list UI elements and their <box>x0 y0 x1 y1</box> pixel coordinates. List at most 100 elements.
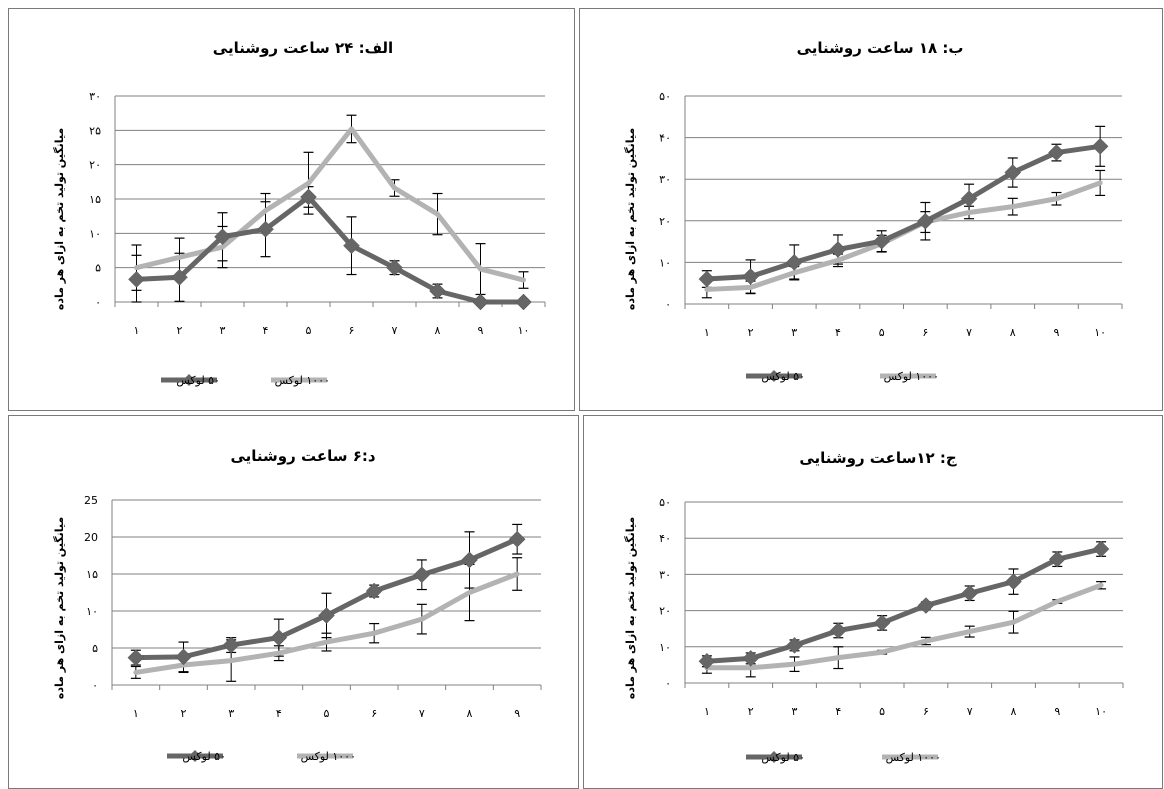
chart-svg-d: د:۶ ساعت روشنایی میانگین تولید تخم به از… <box>9 416 578 788</box>
x-tick-label: ۱ <box>704 705 710 718</box>
series-lines <box>707 549 1101 668</box>
x-tick-label: ۹ <box>478 324 484 337</box>
x-tick-label: ۶ <box>922 326 928 339</box>
x-tick-label: ۹ <box>514 707 520 720</box>
y-axis-label: میانگین تولید تخم به ازای هر ماده <box>53 517 66 699</box>
legend-label-50-lux: ۵۰ لوکس <box>761 751 805 764</box>
diamond-marker <box>223 637 239 653</box>
x-tick-labels: ۱۲۳۴۵۶۷۸۹ <box>133 707 520 720</box>
x-tick-label: ۲ <box>181 707 187 720</box>
x-tick-label: ۵ <box>879 326 885 339</box>
x-tick-label: ۳ <box>792 705 798 718</box>
y-tick-label: ۲۰ <box>89 159 101 172</box>
x-tick-label: ۲ <box>177 324 183 337</box>
data-markers <box>129 189 532 310</box>
legend: ۵۰ لوکس ۱۰۰۰ لوکس <box>167 750 356 763</box>
x-tick-label: ۱ <box>704 326 710 339</box>
chart-svg-c: ج: ۱۲ساعت روشنایی میانگین تولید تخم به ا… <box>584 416 1162 788</box>
y-tick-label: ۵۰ <box>659 90 671 103</box>
chart-title: د:۶ ساعت روشنایی <box>230 447 375 465</box>
y-tick-label: ۱۵ <box>86 568 98 581</box>
x-tick-label: ۱ <box>134 324 140 337</box>
chart-svg-a: الف: ۲۴ ساعت روشنایی میانگین تولید تخم ب… <box>9 9 574 410</box>
y-tick-label: ۲۵ <box>89 124 101 137</box>
diamond-marker <box>414 567 430 583</box>
y-tick-label: ۱۰ <box>89 227 101 240</box>
chart-title: ب: ۱۸ ساعت روشنایی <box>797 39 964 57</box>
x-tick-labels: ۱ ۲ ۳ ۴ ۵ ۶ ۷ ۸ ۹ ۱۰ <box>704 326 1106 339</box>
diamond-marker <box>830 623 846 639</box>
y-tick-label: ۳۰ <box>659 173 671 186</box>
series-lines <box>707 146 1100 289</box>
x-tick-label: ۹ <box>1053 326 1059 339</box>
chart-panel-a: الف: ۲۴ ساعت روشنایی میانگین تولید تخم ب… <box>8 8 575 411</box>
y-axis-label: میانگین تولید تخم به ازای هر ماده <box>624 128 637 310</box>
x-tick-label: ۸ <box>467 707 473 720</box>
x-tick-label: ۱ <box>133 707 139 720</box>
diamond-marker <box>128 650 144 666</box>
diamond-marker <box>874 615 890 631</box>
x-tick-label: ۶ <box>349 324 355 337</box>
diamond-marker <box>962 585 978 601</box>
y-tick-label: ۵۰ <box>659 496 671 509</box>
legend: ۵۰ لوکس ۱۰۰۰ لوکس <box>746 370 939 383</box>
y-tick-label: ۵ <box>92 642 98 655</box>
diamond-marker <box>743 650 759 666</box>
x-tick-label: ۶ <box>371 707 377 720</box>
chart-panel-b: ب: ۱۸ ساعت روشنایی میانگین تولید تخم به … <box>579 8 1163 411</box>
x-tick-label: ۵ <box>879 705 885 718</box>
x-tick-label: ۱۰ <box>1095 705 1107 718</box>
legend-label-50-lux: ۵۰ لوکس <box>761 370 805 383</box>
chart-svg-b: ب: ۱۸ ساعت روشنایی میانگین تولید تخم به … <box>580 9 1162 410</box>
legend-label-1000-lux: ۱۰۰۰ لوکس <box>301 750 356 763</box>
y-tick-label: ۴۰ <box>659 532 671 545</box>
y-axis-label: میانگین تولید تخم به ازای هر ماده <box>53 128 66 310</box>
y-tick-label: ۴۰ <box>659 132 671 145</box>
legend-label-1000-lux: ۱۰۰۰ لوکس <box>275 374 330 387</box>
diamond-marker <box>787 637 803 653</box>
series-lines <box>137 129 524 302</box>
x-tick-label: ۴ <box>263 324 269 337</box>
data-markers <box>699 138 1108 287</box>
x-tick-label: ۸ <box>1011 705 1017 718</box>
x-tick-label: ۴ <box>835 705 841 718</box>
x-tick-label: ۱۰ <box>1094 326 1106 339</box>
x-tick-label: ۹ <box>1054 705 1060 718</box>
x-tick-label: ۴ <box>835 326 841 339</box>
x-tick-label: ۷ <box>419 707 425 720</box>
y-tick-labels: ۰ ۵ ۱۰ ۱۵ 20 25 <box>84 494 98 692</box>
legend: ۵۰ لوکس ۱۰۰۰ لوکس <box>746 751 941 764</box>
x-tick-label: ۴ <box>276 707 282 720</box>
diamond-marker <box>743 269 759 285</box>
diamond-marker <box>473 294 489 310</box>
x-tick-label: ۸ <box>435 324 441 337</box>
legend-label-50-lux: ۵۰ لوکس <box>176 374 220 387</box>
x-tick-label: ۵ <box>306 324 312 337</box>
y-tick-label: 20 <box>84 531 98 544</box>
x-tick-label: ۱۰ <box>518 324 530 337</box>
y-tick-label: 25 <box>84 494 98 507</box>
diamond-marker <box>271 630 287 646</box>
y-tick-label: ۵ <box>95 262 101 275</box>
y-tick-label: ۱۰ <box>659 641 671 654</box>
diamond-marker <box>830 242 846 258</box>
y-tick-label: ۲۰ <box>659 605 671 618</box>
x-tick-label: ۷ <box>966 326 972 339</box>
y-tick-labels: ۰ ۱۰ ۲۰ ۳۰ ۴۰ ۵۰ <box>659 496 671 690</box>
diamond-marker <box>699 271 715 287</box>
x-tick-label: ۷ <box>967 705 973 718</box>
y-tick-label: ۰ <box>92 679 98 692</box>
x-tick-label: ۸ <box>1010 326 1016 339</box>
diamond-marker <box>786 254 802 270</box>
chart-panel-d: د:۶ ساعت روشنایی میانگین تولید تخم به از… <box>8 415 579 789</box>
diamond-marker <box>129 271 145 287</box>
diamond-marker <box>516 294 532 310</box>
x-tick-label: ۳ <box>220 324 226 337</box>
series-line <box>137 129 524 280</box>
diamond-marker <box>918 598 934 614</box>
x-tick-label: ۳ <box>228 707 234 720</box>
y-tick-label: ۱۵ <box>89 193 101 206</box>
y-tick-labels: ۰۵۱۰۱۵۲۰۲۵۳۰ <box>89 90 101 309</box>
chart-title: ج: ۱۲ساعت روشنایی <box>799 449 957 467</box>
y-tick-label: ۰ <box>95 296 101 309</box>
